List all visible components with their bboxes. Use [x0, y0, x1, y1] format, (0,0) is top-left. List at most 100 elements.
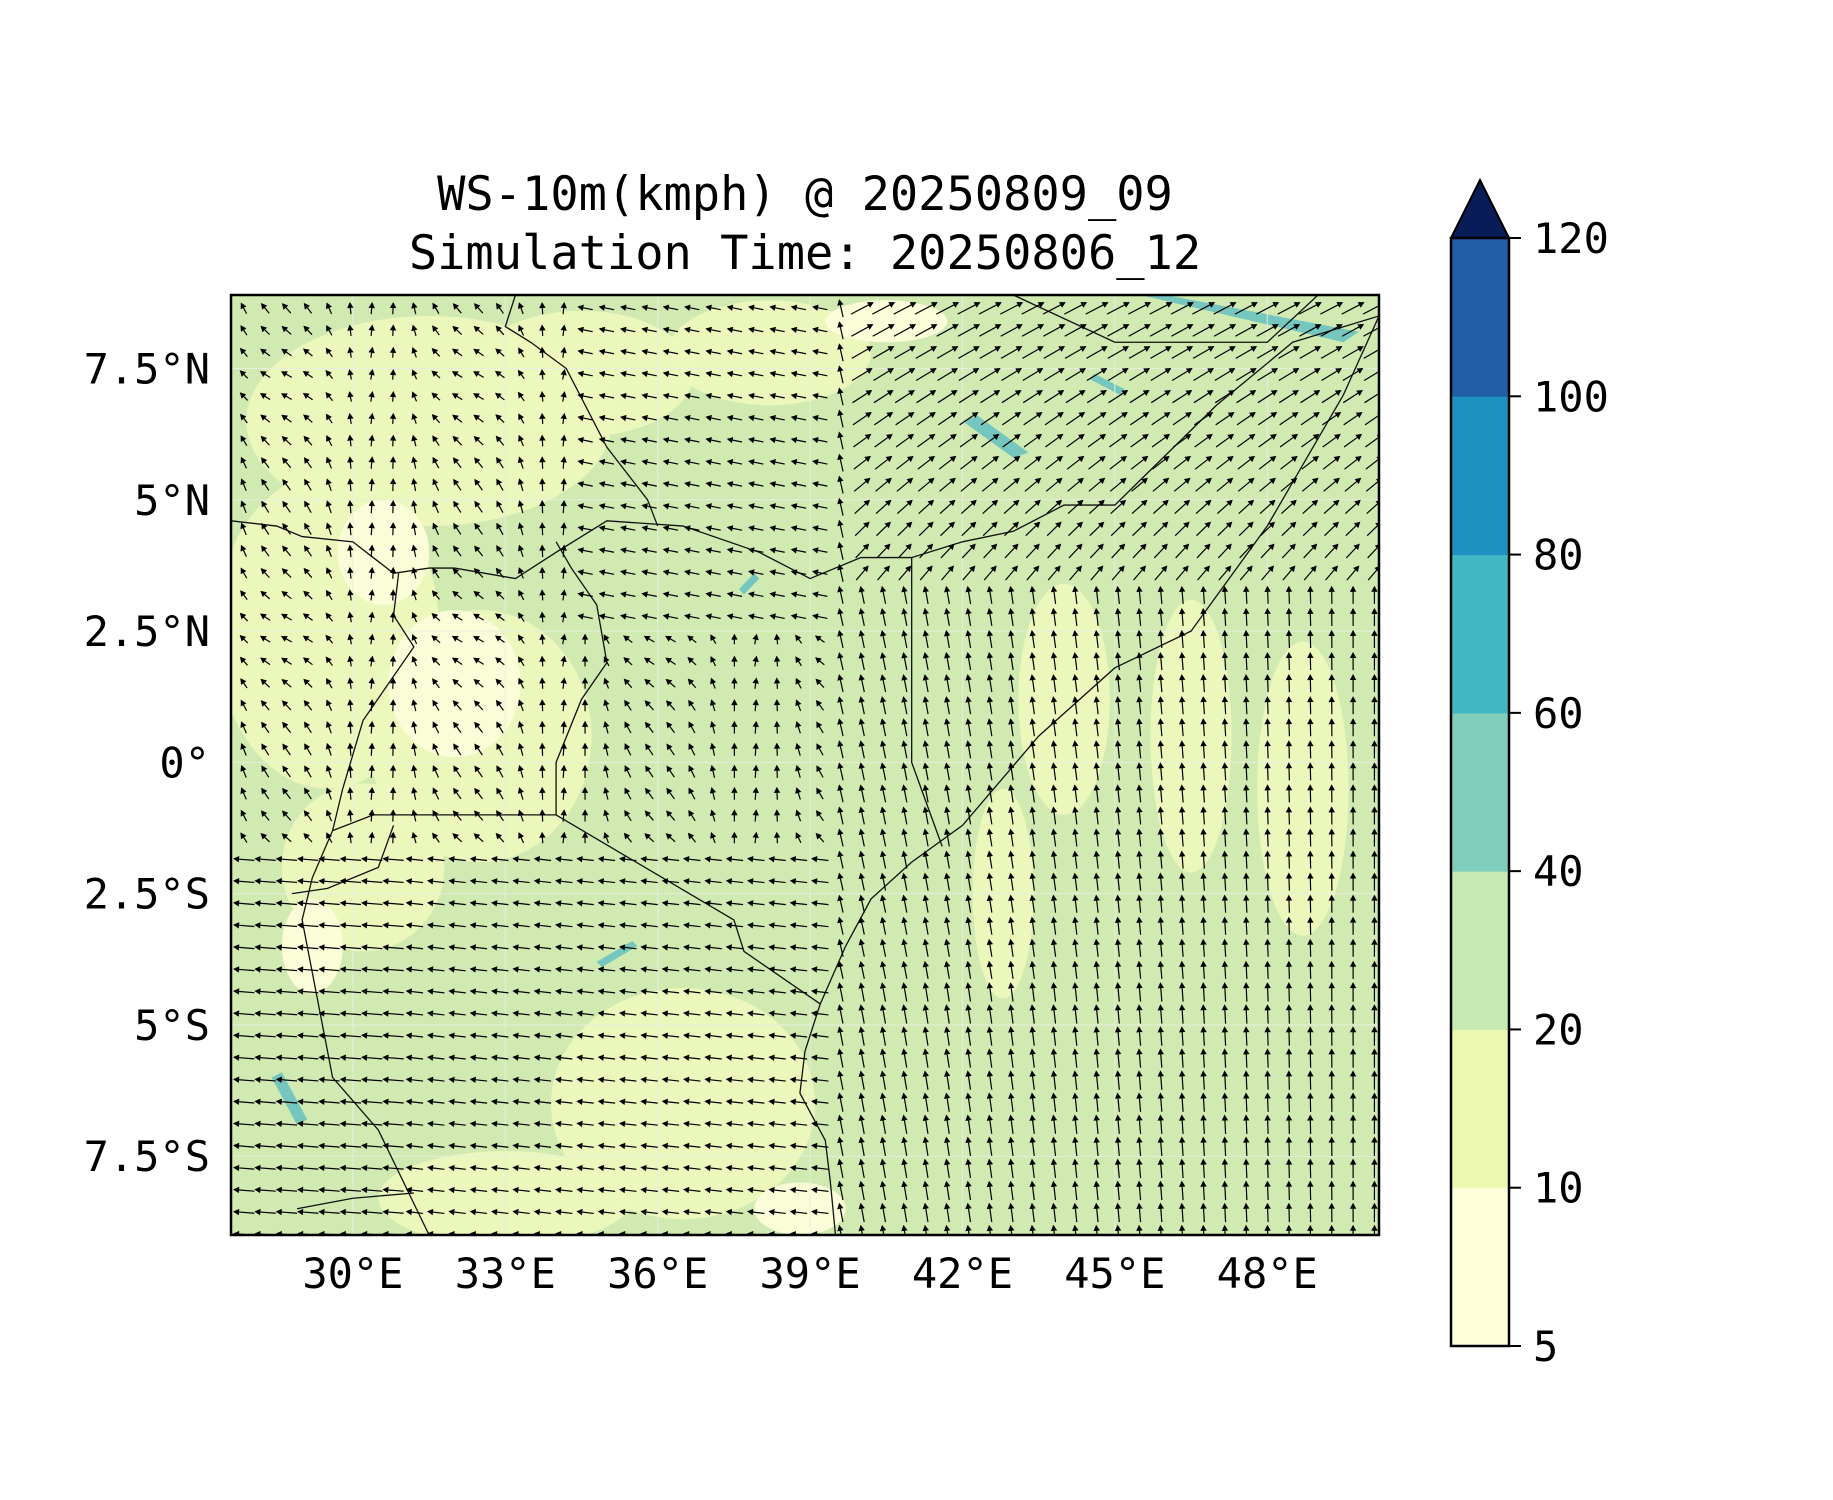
wind-arrowhead	[704, 900, 711, 907]
wind-arrowhead	[1285, 629, 1293, 637]
wind-arrowhead	[641, 304, 648, 311]
wind-arrow	[1107, 347, 1127, 359]
wind-arrowhead	[389, 566, 397, 573]
wind-arrowhead	[1093, 872, 1100, 879]
wind-arrowhead	[1114, 784, 1122, 791]
wind-arrowhead	[705, 459, 712, 466]
wind-arrowhead	[789, 922, 797, 929]
wind-arrow	[1067, 479, 1082, 492]
wind-arrowhead	[1200, 872, 1207, 879]
x-axis: 30°E 33°E 36°E 39°E 42°E 45°E 48°E	[302, 1249, 1317, 1298]
wind-arrowhead	[991, 521, 998, 529]
wind-arrow	[1086, 347, 1106, 359]
wind-arrowhead	[339, 944, 346, 951]
wind-arrowhead	[909, 324, 917, 330]
wind-arrowhead	[560, 764, 567, 771]
wind-arrowhead	[233, 944, 240, 951]
wind-arrowhead	[624, 721, 631, 729]
wind-arrowhead	[640, 922, 647, 929]
wind-arrowhead	[303, 457, 310, 464]
wind-arrowhead	[1161, 543, 1168, 551]
wind-arrowhead	[879, 1004, 887, 1011]
wind-arrowhead	[347, 831, 354, 839]
wind-arrowhead	[1050, 784, 1058, 791]
wind-arrowhead	[768, 1054, 775, 1061]
wind-arrowhead	[427, 1010, 434, 1017]
wind-arrowhead	[944, 938, 951, 946]
wind-arrowhead	[1008, 718, 1015, 725]
wind-arrowhead	[303, 700, 310, 707]
wind-arrowhead	[795, 699, 802, 707]
wind-arrow	[1215, 435, 1233, 448]
wind-arrowhead	[555, 1186, 562, 1194]
wind-arrow	[1256, 325, 1277, 337]
wind-arrowhead	[239, 612, 247, 620]
wind-arrow	[873, 369, 892, 382]
wind-arrowhead	[990, 543, 998, 551]
wind-arrowhead	[644, 700, 652, 707]
wind-arrowhead	[1264, 784, 1271, 791]
wind-arrowhead	[512, 1142, 519, 1150]
wind-arrowhead	[448, 1142, 455, 1150]
wind-arrowhead	[448, 1186, 455, 1194]
wind-arrowhead	[620, 392, 627, 400]
wind-arrowhead	[619, 1142, 626, 1150]
wind-arrowhead	[688, 721, 695, 729]
wind-arrowhead	[641, 436, 648, 444]
wind-arrowhead	[965, 916, 972, 924]
wind-arrowhead	[1264, 740, 1271, 747]
wind-arrow	[299, 902, 319, 906]
wind-arrowhead	[1178, 1158, 1186, 1165]
wind-arrowhead	[965, 828, 972, 835]
wind-arrowhead	[620, 569, 627, 576]
wind-arrowhead	[858, 938, 865, 946]
wind-arrowhead	[1307, 651, 1314, 659]
wind-arrowhead	[1014, 411, 1022, 418]
wind-arrowhead	[1349, 718, 1357, 725]
wind-arrowhead	[598, 392, 606, 400]
wind-arrowhead	[879, 1114, 887, 1122]
wind-arrowhead	[1328, 1224, 1335, 1231]
wind-arrowhead	[1349, 806, 1357, 813]
wind-arrowhead	[969, 521, 977, 529]
x-tick-label: 42°E	[912, 1249, 1013, 1298]
wind-arrowhead	[560, 346, 567, 354]
wind-arrow	[278, 1056, 298, 1060]
wind-arrow	[321, 902, 340, 906]
wind-arrowhead	[1221, 916, 1229, 923]
wind-arrowhead	[517, 612, 524, 620]
wind-arrowhead	[837, 1026, 844, 1033]
wind-arrowhead	[922, 762, 929, 769]
wind-arrowhead	[970, 455, 978, 463]
wind-arrowhead	[965, 1092, 972, 1099]
wind-arrowhead	[539, 412, 546, 420]
wind-arrow	[1022, 347, 1042, 359]
wind-arrowhead	[1008, 960, 1015, 968]
wind-arrowhead	[901, 1004, 908, 1011]
wind-arrowhead	[555, 900, 562, 907]
wind-arrowhead	[1311, 499, 1319, 507]
wind-arrowhead	[452, 303, 460, 310]
wind-arrowhead	[361, 1054, 368, 1061]
wind-arrowhead	[879, 585, 887, 593]
wind-arrowhead	[1012, 521, 1019, 529]
wind-arrow	[342, 1145, 362, 1148]
wind-arrowhead	[1119, 477, 1127, 485]
wind-arrowhead	[858, 1224, 865, 1232]
wind-arrowhead	[1093, 806, 1100, 813]
wind-arrow	[851, 369, 871, 382]
wind-arrow	[321, 1056, 340, 1060]
wind-arrowhead	[1029, 916, 1036, 924]
wind-arrowhead	[469, 1032, 477, 1039]
wind-arrowhead	[986, 938, 994, 946]
wind-arrowhead	[704, 1098, 711, 1106]
wind-arrowhead	[929, 411, 936, 418]
wind-arrowhead	[448, 900, 455, 907]
wind-arrowhead	[1221, 982, 1229, 989]
wind-arrowhead	[1328, 1092, 1335, 1099]
wind-arrowhead	[687, 832, 695, 840]
wind-arrow	[363, 990, 383, 994]
wind-arrow	[363, 946, 383, 950]
wind-arrowhead	[240, 590, 247, 597]
wind-arrowhead	[1119, 499, 1127, 507]
